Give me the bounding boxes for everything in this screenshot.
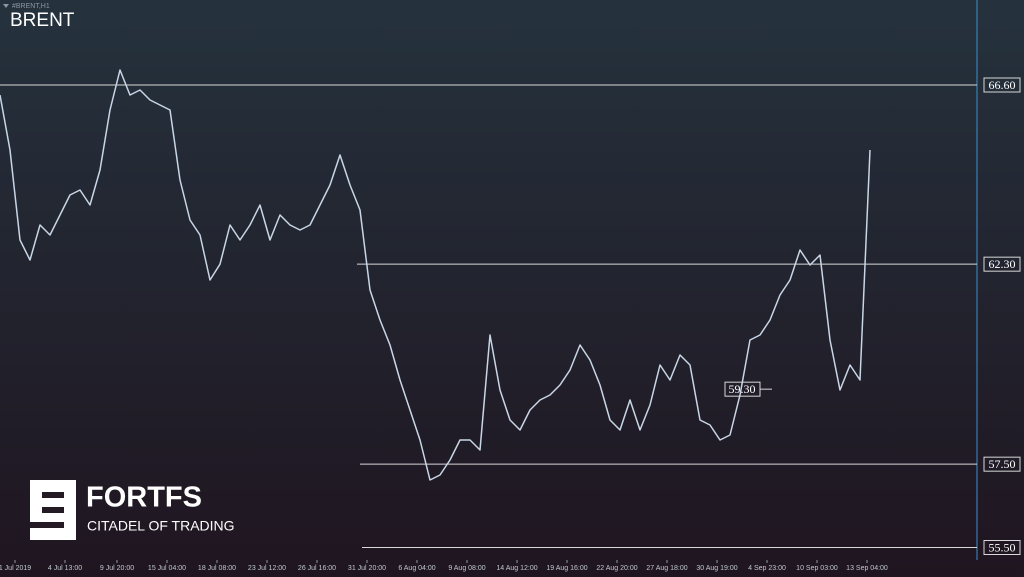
x-tick-label: 22 Aug 20:00	[596, 565, 637, 572]
x-tick-label: 1 Jul 2019	[0, 565, 31, 572]
y-tick-label: 55.50	[989, 540, 1016, 554]
x-tick-label: 30 Aug 19:00	[696, 565, 737, 572]
x-tick-label: 23 Jul 12:00	[248, 565, 286, 572]
y-tick-label: 66.60	[989, 78, 1016, 92]
logo-icon-cut	[42, 492, 64, 498]
x-tick-label: 14 Aug 12:00	[496, 565, 537, 572]
x-tick-label: 26 Jul 16:00	[298, 565, 336, 572]
logo-tagline: CITADEL OF TRADING	[87, 518, 235, 534]
x-tick-label: 9 Jul 20:00	[100, 565, 134, 572]
x-tick-label: 15 Jul 04:00	[148, 565, 186, 572]
x-tick-label: 31 Jul 20:00	[348, 565, 386, 572]
x-tick-label: 4 Jul 13:00	[48, 565, 82, 572]
logo-name: FORTFS	[86, 482, 202, 514]
price-label-box	[983, 256, 1021, 272]
x-tick-label: 13 Sep 04:00	[846, 565, 888, 572]
price-label-box	[983, 456, 1021, 472]
y-tick-label: 62.30	[989, 257, 1016, 271]
x-tick-label: 6 Aug 04:00	[398, 565, 435, 572]
logo-icon-cut	[30, 522, 64, 528]
price-label-box	[983, 540, 1021, 555]
price-line	[0, 69, 871, 481]
annotation-label: 59.30	[729, 382, 756, 396]
x-tick-label: 4 Sep 23:00	[748, 565, 786, 572]
x-tick-label: 10 Sep 03:00	[796, 565, 838, 572]
logo: FORTFS CITADEL OF TRADING	[30, 480, 235, 540]
chart-header: #BRENT,H1	[12, 3, 50, 10]
x-tick-label: 19 Aug 16:00	[546, 565, 587, 572]
y-tick-label: 57.50	[989, 457, 1016, 471]
x-tick-label: 18 Jul 08:00	[198, 565, 236, 572]
header-arrow	[3, 4, 9, 8]
chart-title: BRENT	[10, 10, 75, 31]
x-tick-label: 27 Aug 18:00	[646, 565, 687, 572]
price-label-box	[983, 77, 1021, 93]
annotation-box	[724, 381, 761, 397]
logo-icon-cut	[42, 507, 64, 513]
x-tick-label: 9 Aug 08:00	[448, 565, 485, 572]
